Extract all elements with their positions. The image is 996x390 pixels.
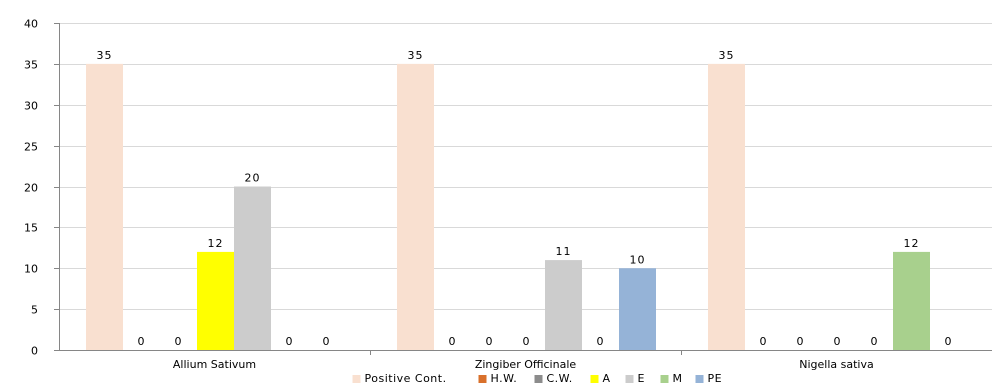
data-label: 20 <box>245 172 261 185</box>
bar <box>708 63 745 350</box>
data-label: 0 <box>871 335 879 348</box>
bar <box>234 186 271 350</box>
y-tick-label: 25 <box>24 141 38 154</box>
y-tick-label: 15 <box>24 222 38 235</box>
legend-label: M <box>673 372 683 385</box>
data-label: 0 <box>834 335 842 348</box>
data-label: 35 <box>97 49 113 62</box>
legend-label: E <box>638 372 645 385</box>
data-label: 0 <box>523 335 531 348</box>
axes: 0 5 10 15 20 25 30 35 40 Allium Sativum Zingiber O… <box>24 18 992 371</box>
legend-swatch <box>590 375 599 383</box>
legend-swatch <box>534 375 543 383</box>
data-label: 0 <box>175 335 183 348</box>
y-tick-label: 30 <box>24 100 38 113</box>
legend-label: A <box>603 372 611 385</box>
bar <box>619 268 656 350</box>
bars <box>86 63 930 350</box>
bar <box>397 63 434 350</box>
data-label: 0 <box>797 335 805 348</box>
legend: Positive Cont. H.W. C.W. A E M PE <box>352 372 723 385</box>
data-label: 0 <box>486 335 494 348</box>
bar <box>86 63 123 350</box>
y-tick-label: 40 <box>24 18 38 31</box>
y-tick-label: 20 <box>24 182 38 195</box>
data-label: 35 <box>719 49 735 62</box>
data-label: 0 <box>286 335 294 348</box>
legend-label: Positive Cont. <box>365 372 447 385</box>
bar <box>545 260 582 350</box>
data-label: 0 <box>138 335 146 348</box>
data-label: 35 <box>408 49 424 62</box>
legend-label: PE <box>708 372 723 385</box>
x-category-label: Allium Sativum <box>173 358 256 371</box>
legend-swatch <box>695 375 704 383</box>
y-tick-label: 5 <box>31 304 38 317</box>
legend-label: H.W. <box>491 372 518 385</box>
x-category-label: Zingiber Officinale <box>475 358 577 371</box>
data-label: 11 <box>556 245 572 258</box>
legend-swatch <box>352 375 361 383</box>
data-label: 10 <box>630 253 646 266</box>
x-category-label: Nigella sativa <box>799 358 873 371</box>
data-label: 12 <box>904 237 920 250</box>
legend-label: C.W. <box>547 372 573 385</box>
data-label: 0 <box>323 335 331 348</box>
legend-swatch <box>660 375 669 383</box>
data-label: 12 <box>208 237 224 250</box>
y-tick-label: 0 <box>31 345 38 358</box>
data-label: 0 <box>449 335 457 348</box>
y-tick-label: 35 <box>24 59 38 72</box>
data-labels: 35 0 0 12 20 0 0 35 0 0 0 11 0 10 35 0 0 0 0 12 0 <box>97 49 953 348</box>
legend-swatch <box>478 375 487 383</box>
data-label: 0 <box>760 335 768 348</box>
bar <box>197 251 234 350</box>
bar <box>893 251 930 350</box>
y-tick-label: 10 <box>24 263 38 276</box>
legend-swatch <box>625 375 634 383</box>
data-label: 0 <box>945 335 953 348</box>
data-label: 0 <box>597 335 605 348</box>
